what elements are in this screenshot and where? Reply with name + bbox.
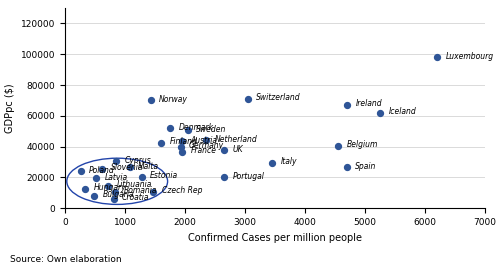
- Text: Ireland: Ireland: [356, 99, 382, 108]
- Point: [376, 111, 384, 115]
- Point: [334, 144, 342, 148]
- Point: [202, 138, 210, 143]
- Y-axis label: GDPpc ($): GDPpc ($): [5, 83, 15, 133]
- Text: Estonia: Estonia: [150, 171, 178, 180]
- Text: Source: Own elaboration: Source: Own elaboration: [10, 255, 122, 264]
- Text: Switzerland: Switzerland: [256, 93, 301, 102]
- Point: [268, 161, 276, 165]
- Text: Austria: Austria: [190, 136, 218, 145]
- Text: UK: UK: [232, 145, 243, 154]
- Point: [98, 167, 106, 171]
- Point: [433, 55, 441, 60]
- Point: [177, 144, 185, 149]
- Point: [244, 97, 252, 101]
- Text: Germany: Germany: [189, 141, 224, 150]
- Point: [90, 194, 98, 198]
- Point: [184, 128, 192, 133]
- Text: Norway: Norway: [159, 95, 188, 104]
- Text: Bulgaria: Bulgaria: [102, 190, 134, 199]
- Point: [149, 190, 157, 194]
- Text: Cyprus: Cyprus: [124, 156, 151, 165]
- Point: [343, 165, 351, 170]
- X-axis label: Confirmed Cases per million people: Confirmed Cases per million people: [188, 233, 362, 242]
- Text: Portugal: Portugal: [232, 172, 264, 181]
- Point: [220, 175, 228, 180]
- Point: [220, 148, 228, 153]
- Text: Malta: Malta: [138, 162, 159, 171]
- Text: Denmark: Denmark: [178, 123, 214, 132]
- Text: Czech Rep: Czech Rep: [162, 186, 202, 195]
- Text: Belgium: Belgium: [346, 140, 378, 149]
- Point: [178, 150, 186, 154]
- Text: Spain: Spain: [356, 162, 376, 171]
- Point: [82, 187, 90, 191]
- Point: [147, 98, 155, 103]
- Point: [76, 169, 84, 174]
- Point: [112, 159, 120, 163]
- Text: Finland: Finland: [170, 137, 197, 146]
- Point: [112, 190, 120, 194]
- Text: France: France: [190, 146, 216, 155]
- Text: Sweden: Sweden: [196, 125, 226, 134]
- Point: [157, 141, 165, 145]
- Text: Croatia: Croatia: [122, 193, 150, 202]
- Point: [110, 197, 118, 201]
- Text: Italy: Italy: [280, 157, 297, 166]
- Text: Netherland: Netherland: [214, 135, 257, 144]
- Point: [166, 126, 174, 130]
- Text: Luxembourg: Luxembourg: [446, 52, 494, 61]
- Point: [138, 175, 146, 179]
- Point: [104, 184, 112, 188]
- Point: [343, 103, 351, 107]
- Text: Romania: Romania: [124, 186, 157, 195]
- Text: Lithuania: Lithuania: [116, 180, 152, 189]
- Point: [92, 176, 100, 180]
- Text: Latvia: Latvia: [104, 172, 128, 182]
- Text: Slovenia: Slovenia: [110, 163, 143, 172]
- Text: Hungary: Hungary: [94, 183, 126, 193]
- Text: Poland: Poland: [89, 166, 114, 175]
- Point: [178, 139, 186, 143]
- Point: [126, 165, 134, 170]
- Text: Iceland: Iceland: [388, 107, 416, 116]
